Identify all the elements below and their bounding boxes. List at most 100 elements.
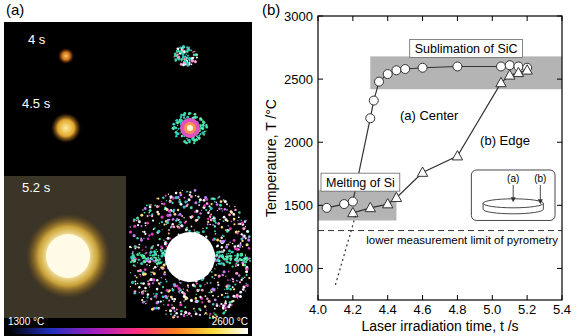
thermal-speckle xyxy=(140,282,142,284)
thermal-speckle xyxy=(151,258,154,261)
thermal-speckle xyxy=(233,223,235,225)
time-label: 4 s xyxy=(28,32,46,47)
marker-triangle xyxy=(348,207,358,216)
thermal-speckle xyxy=(160,246,163,249)
thermal-speckle xyxy=(138,252,140,254)
thermal-speckle xyxy=(150,278,153,281)
thermal-speckle xyxy=(155,257,157,259)
thermal-speckle xyxy=(187,55,189,57)
thermal-speckle xyxy=(166,200,167,201)
band-label-box xyxy=(410,39,523,57)
reference-label: lower measurement limit of pyrometry xyxy=(366,234,558,246)
thermal-speckle xyxy=(203,204,206,207)
thermal-speckle xyxy=(214,308,216,310)
thermal-speckle xyxy=(217,222,220,225)
thermal-speckle xyxy=(159,223,160,224)
thermal-speckle xyxy=(180,119,183,122)
thermal-speckle xyxy=(170,313,172,315)
thermal-speckle xyxy=(171,225,173,227)
thermal-speckle xyxy=(169,289,171,291)
thermal-speckle xyxy=(221,294,223,296)
y-tick xyxy=(557,142,562,143)
thermal-speckle xyxy=(199,117,201,119)
thermal-speckle xyxy=(242,227,245,230)
thermal-speckle xyxy=(195,312,198,315)
thermal-speckle xyxy=(134,275,136,277)
thermal-speckle xyxy=(141,299,143,301)
x-tick xyxy=(387,295,388,300)
thermal-speckle xyxy=(214,278,215,279)
thermal-speckle xyxy=(175,196,178,199)
x-tick-label: 5.0 xyxy=(483,302,501,317)
thermal-speckle xyxy=(188,312,191,315)
thermal-speckle xyxy=(210,282,212,284)
thermal-speckle xyxy=(246,230,249,233)
thermal-speckle xyxy=(183,140,186,143)
thermal-speckle xyxy=(167,304,170,307)
thermal-speckle xyxy=(248,235,251,238)
thermal-speckle xyxy=(221,208,222,209)
thermal-speckle xyxy=(234,209,236,211)
x-tick-label: 4.4 xyxy=(379,302,397,317)
thermal-speckle xyxy=(139,269,142,272)
marker-triangle xyxy=(513,67,523,76)
thermal-speckle xyxy=(180,47,182,49)
thermal-speckle xyxy=(133,259,136,262)
thermal-speckle xyxy=(148,212,150,214)
thermal-speckle xyxy=(165,208,167,210)
thermal-speckle xyxy=(180,63,183,66)
thermal-speckle xyxy=(232,265,234,267)
x-tick xyxy=(527,16,528,21)
thermal-speckle xyxy=(151,233,154,236)
thermal-speckle xyxy=(223,311,225,313)
thermal-core xyxy=(165,232,215,282)
reference-label-patch xyxy=(364,234,560,246)
thermal-speckle xyxy=(186,64,189,67)
thermal-speckle xyxy=(177,50,179,52)
thermal-speckle xyxy=(143,238,144,239)
thermal-speckle xyxy=(238,248,240,250)
thermal-speckle xyxy=(216,303,218,305)
thermal-speckle xyxy=(149,254,151,256)
thermal-speckle xyxy=(236,262,238,264)
thermal-speckle xyxy=(245,255,246,256)
thermal-speckle xyxy=(215,201,217,203)
thermal-speckle xyxy=(226,230,229,233)
marker-circle xyxy=(383,70,392,79)
thermal-speckle xyxy=(224,208,226,210)
thermal-speckle xyxy=(207,223,209,225)
thermal-speckle xyxy=(230,279,231,280)
thermal-speckle xyxy=(130,286,131,287)
thermal-speckle xyxy=(143,261,146,264)
thermal-speckle xyxy=(154,253,157,256)
time-label: 5.2 s xyxy=(22,180,51,195)
thermal-speckle xyxy=(171,288,174,291)
thermal-speckle xyxy=(194,51,195,52)
thermal-speckle xyxy=(144,207,147,210)
thermal-speckle xyxy=(198,216,201,219)
thermal-speckle xyxy=(144,268,147,271)
thermal-speckle xyxy=(182,46,185,49)
thermal-speckle xyxy=(154,266,157,269)
thermal-speckle xyxy=(201,132,204,135)
thermal-speckle xyxy=(208,292,210,294)
thermal-speckle xyxy=(153,272,156,275)
thermal-speckle xyxy=(193,139,196,142)
thermal-speckle xyxy=(176,119,178,121)
thermal-speckle xyxy=(201,127,204,130)
thermal-speckle xyxy=(183,50,185,52)
thermal-speckle xyxy=(145,225,146,226)
thermal-speckle xyxy=(214,230,216,232)
thermal-speckle xyxy=(162,296,164,298)
thermal-speckle xyxy=(242,288,244,290)
thermal-speckle xyxy=(219,204,222,207)
thermal-speckle xyxy=(190,313,191,314)
thermal-speckle xyxy=(196,294,197,295)
thermal-speckle xyxy=(242,224,244,226)
thermal-speckle xyxy=(239,281,241,283)
plot-area xyxy=(318,56,562,284)
thermal-speckle xyxy=(232,280,234,282)
thermal-speckle xyxy=(221,226,223,228)
thermal-speckle xyxy=(194,113,196,115)
thermal-speckle xyxy=(236,294,239,297)
